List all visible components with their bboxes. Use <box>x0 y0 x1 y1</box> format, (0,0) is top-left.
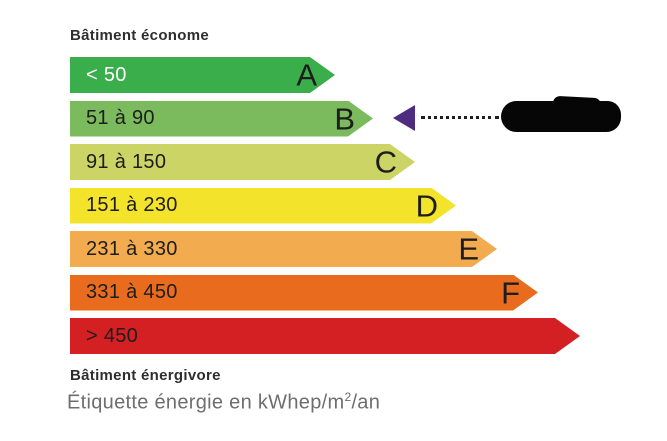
caption-superscript: 2 <box>344 390 352 404</box>
indicator-dotted-connector <box>421 116 499 119</box>
energy-scale: < 50 A 51 à 90 B 91 à 150 C 151 à 230 D … <box>70 57 580 354</box>
energy-bar: 331 à 450 F <box>70 275 538 311</box>
energy-bar: 151 à 230 D <box>70 188 456 224</box>
rating-indicator-arrow-icon <box>393 105 415 131</box>
caption-prefix: Étiquette énergie en kWhep/m <box>67 391 345 414</box>
bar-letter: A <box>296 57 317 93</box>
energy-bar: > 450 <box>70 318 580 354</box>
economical-building-label: Bâtiment économe <box>70 27 209 44</box>
bar-letter: E <box>458 231 479 267</box>
bar-range-label: < 50 <box>86 63 127 86</box>
bar-letter: F <box>501 275 520 310</box>
energy-bar: 91 à 150 C <box>70 144 415 180</box>
energy-bar: 231 à 330 E <box>70 231 497 267</box>
bar-letter: C <box>374 144 397 180</box>
energy-bar: < 50 A <box>70 57 335 93</box>
bar-range-label: 331 à 450 <box>86 281 178 303</box>
bar-range-label: 151 à 230 <box>86 194 178 216</box>
bar-range-label: 231 à 330 <box>86 237 178 260</box>
energy-guzzling-building-label: Bâtiment énergivore <box>70 367 221 384</box>
bar-letter: D <box>415 188 438 223</box>
caption-suffix: /an <box>351 391 381 414</box>
redacted-value-blob <box>501 101 621 132</box>
energy-bar: 51 à 90 B <box>70 101 373 137</box>
bar-range-label: 91 à 150 <box>86 150 167 173</box>
bar-letter: B <box>334 101 355 136</box>
bar-range-label: 51 à 90 <box>86 107 155 129</box>
energy-label-caption: Étiquette énergie en kWhep/m2/an <box>67 390 380 415</box>
bar-range-label: > 450 <box>86 324 139 347</box>
